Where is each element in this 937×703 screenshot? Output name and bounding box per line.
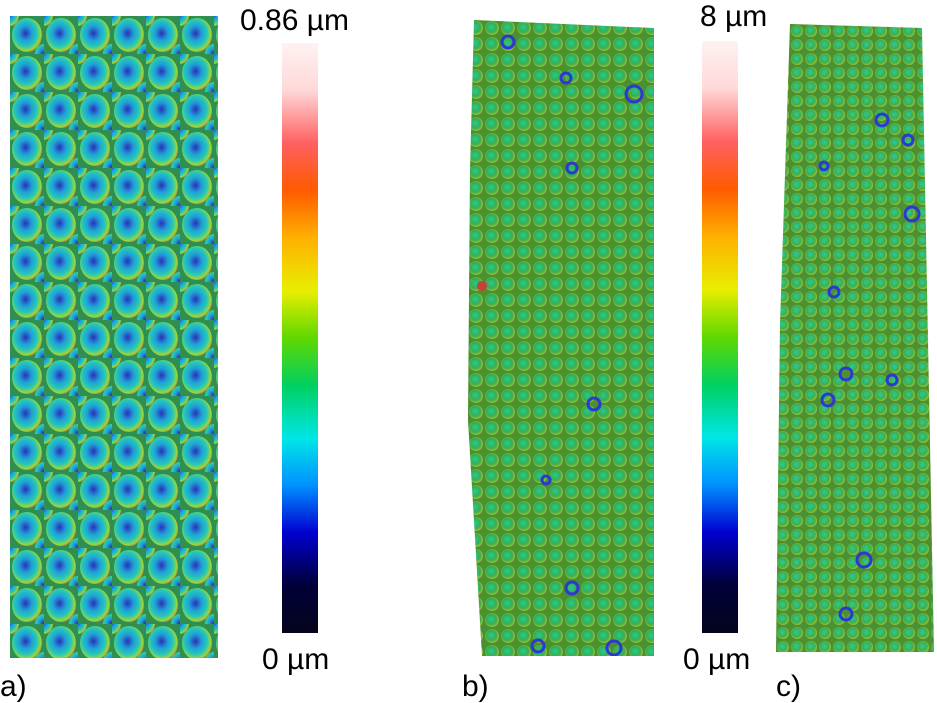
panel-label-a: a) [0, 670, 27, 703]
surface-map-b [468, 20, 654, 656]
surface-map-c [776, 24, 934, 652]
colorbar-a-min-label: 0 µm [262, 643, 330, 676]
panel-label-c: c) [776, 670, 801, 703]
panel-label-b: b) [462, 670, 489, 703]
surface-map-b-image [468, 20, 654, 656]
surface-map-a-image [10, 16, 218, 658]
colorbar-b-max-label: 8 µm [700, 0, 768, 33]
colorbar-a [282, 43, 318, 633]
colorbar-a-max-label: 0.86 µm [240, 4, 349, 37]
surface-map-a [10, 16, 218, 658]
colorbar-b [702, 41, 738, 633]
surface-map-c-image [776, 24, 934, 652]
colorbar-b-min-label: 0 µm [683, 643, 751, 676]
